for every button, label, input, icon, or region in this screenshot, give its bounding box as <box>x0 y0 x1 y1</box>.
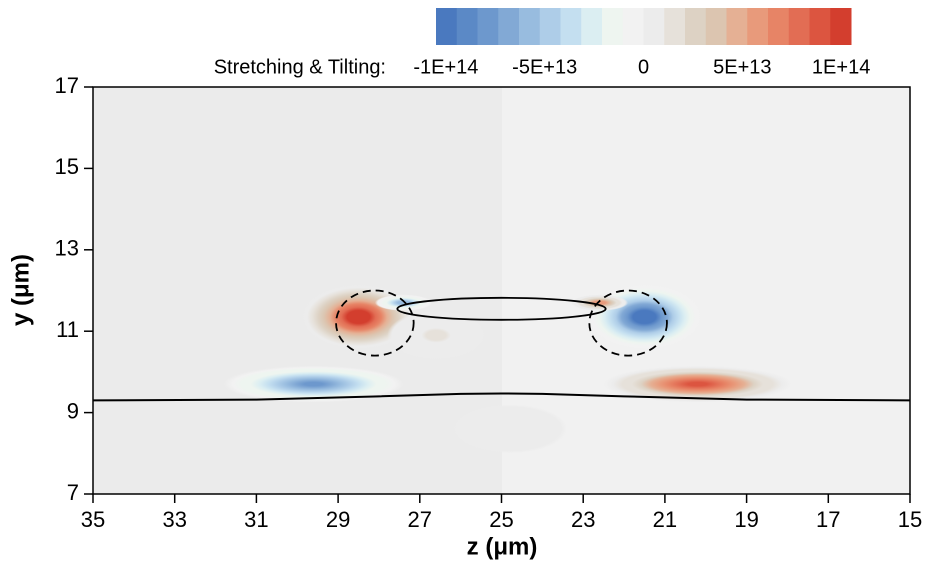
field <box>223 284 792 454</box>
x-tick-label: 15 <box>898 507 922 532</box>
colorbar-band <box>539 8 561 45</box>
colorbar-band <box>602 8 624 45</box>
colorbar-band <box>705 8 727 45</box>
colorbar-band <box>498 8 520 45</box>
y-tick-label: 13 <box>55 236 79 261</box>
contour-ellipse <box>588 289 668 357</box>
x-tick-label: 27 <box>408 507 432 532</box>
colorbar-band <box>581 8 603 45</box>
colorbar-band <box>685 8 707 45</box>
colorbar-band <box>477 8 499 45</box>
contour-ellipse <box>396 296 607 321</box>
x-axis-title: z (μm) <box>467 533 538 560</box>
y-tick-label: 11 <box>56 317 79 342</box>
colorbar-band <box>622 8 644 45</box>
contour-ellipse <box>335 289 415 357</box>
x-tick-label: 23 <box>571 507 595 532</box>
interface-line <box>93 392 910 402</box>
contour-blob <box>603 365 792 403</box>
y-axis-title: y (μm) <box>7 254 34 326</box>
contour-blob <box>570 294 629 311</box>
contour-blob <box>374 294 433 311</box>
contour-lines <box>93 289 910 402</box>
plot-background-left <box>93 87 502 494</box>
y-tick-label: 17 <box>55 73 79 98</box>
colorbar-label: Stretching & Tilting: <box>214 56 386 78</box>
colorbar-band <box>768 8 790 45</box>
colorbar-band <box>788 8 810 45</box>
colorbar-band <box>519 8 541 45</box>
plot-background-right <box>502 87 910 494</box>
colorbar-band <box>830 8 852 45</box>
colorbar-band <box>664 8 686 45</box>
x-tick-label: 25 <box>489 507 513 532</box>
colorbar-band <box>747 8 769 45</box>
y-tick-label: 15 <box>55 154 79 179</box>
colorbar-tick-label: -5E+13 <box>512 56 577 78</box>
colorbar-band <box>456 8 478 45</box>
colorbar-band <box>436 8 458 45</box>
contour-blob <box>387 310 486 360</box>
colorbar-tick-label: 0 <box>638 56 649 78</box>
x-tick-label: 19 <box>734 507 758 532</box>
x-tick-label: 21 <box>653 507 677 532</box>
contour-blob <box>223 365 404 403</box>
x-tick-label: 31 <box>244 507 268 532</box>
colorbar-tick-label: 1E+14 <box>812 56 870 78</box>
colorbar-tick-label: -1E+14 <box>413 56 478 78</box>
colorbar-tick-label: 5E+13 <box>713 56 771 78</box>
x-tick-label: 33 <box>162 507 186 532</box>
contour-blob <box>452 404 567 454</box>
y-tick-label: 9 <box>67 398 79 423</box>
colorbar-band <box>726 8 748 45</box>
x-tick-label: 35 <box>81 507 105 532</box>
x-tick-label: 29 <box>326 507 350 532</box>
colorbar-band <box>643 8 665 45</box>
colorbar-band <box>809 8 831 45</box>
x-tick-label: 17 <box>816 507 840 532</box>
y-tick-label: 7 <box>67 480 79 505</box>
colorbar-band <box>560 8 582 45</box>
